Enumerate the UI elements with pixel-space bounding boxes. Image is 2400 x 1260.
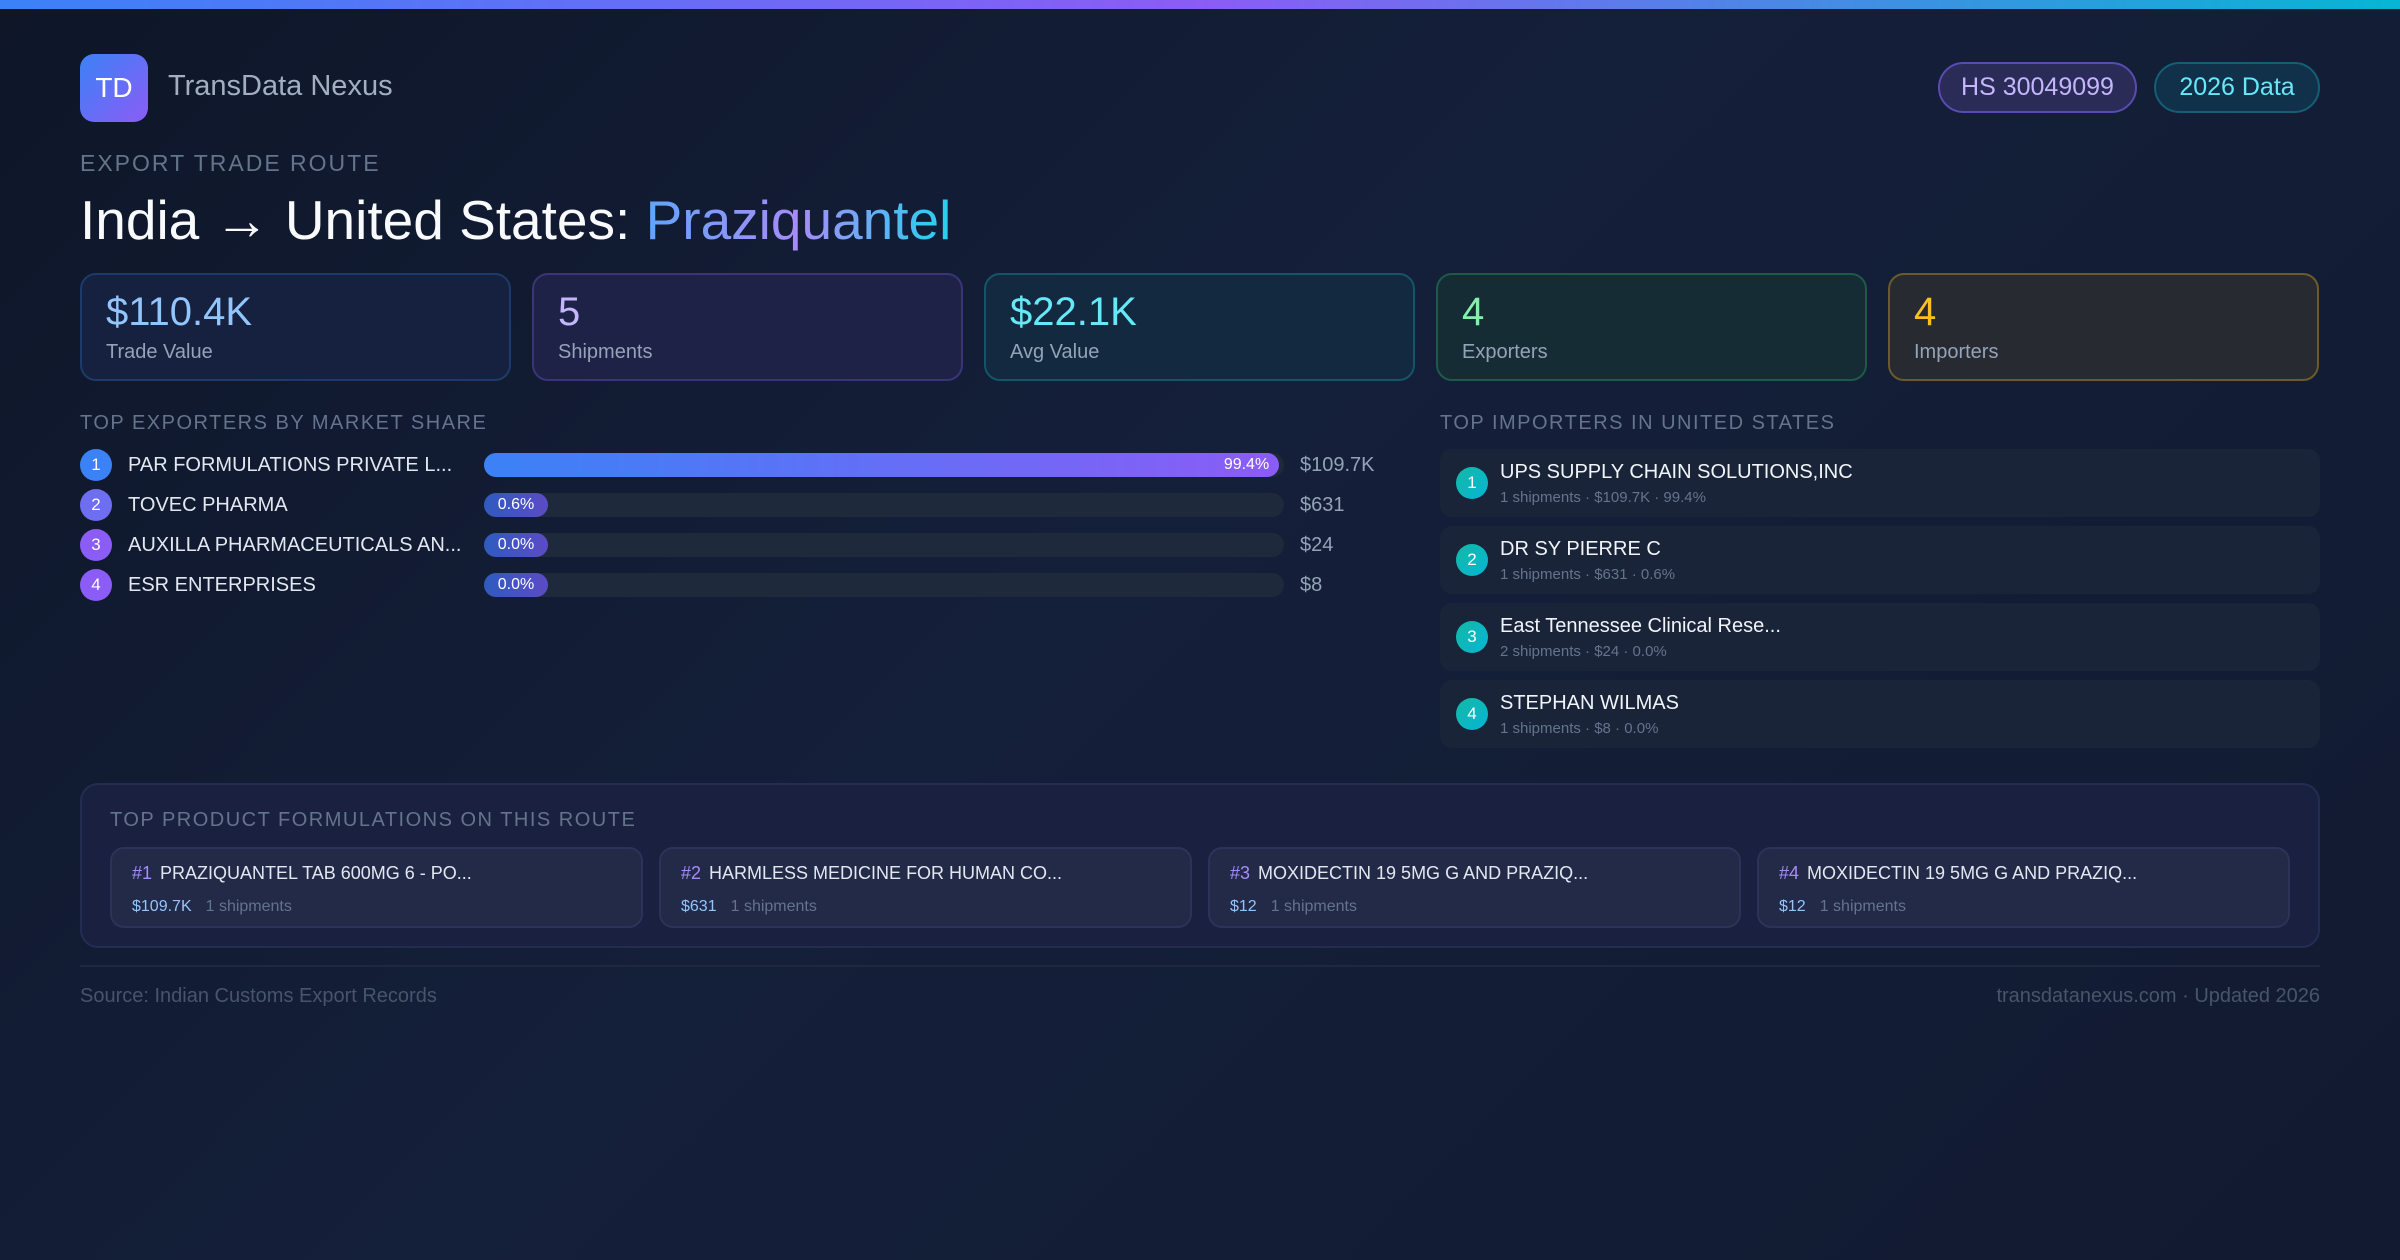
exporter-name: PAR FORMULATIONS PRIVATE L... <box>128 454 453 476</box>
brand-name: TransData Nexus <box>168 70 393 102</box>
stat-label: Avg Value <box>1010 341 1100 363</box>
formulation-name: MOXIDECTIN 19 5MG G AND PRAZIQ... <box>1807 863 2138 883</box>
rank-badge: 2 <box>80 489 112 521</box>
importer-detail: 1 shipments · $8 · 0.0% <box>1500 720 1659 737</box>
importer-card[interactable]: 1 UPS SUPPLY CHAIN SOLUTIONS,INC 1 shipm… <box>1440 449 2320 517</box>
formulation-rank: #3 <box>1230 863 1251 883</box>
exporter-name: ESR ENTERPRISES <box>128 574 316 596</box>
importer-name: UPS SUPPLY CHAIN SOLUTIONS,INC <box>1500 461 1853 483</box>
importer-detail: 1 shipments · $109.7K · 99.4% <box>1500 489 1706 506</box>
exporter-row[interactable]: 2 TOVEC PHARMA 0.6% $631 <box>80 489 1380 521</box>
rank-badge: 4 <box>80 569 112 601</box>
product-name: Praziquantel <box>645 189 952 251</box>
formulation-name: MOXIDECTIN 19 5MG G AND PRAZIQ... <box>1258 863 1589 883</box>
formulation-value: $109.7K <box>132 898 192 915</box>
importer-detail: 1 shipments · $631 · 0.6% <box>1500 566 1676 583</box>
formulation-card[interactable]: #2 HARMLESS MEDICINE FOR HUMAN CO... $631… <box>659 847 1192 928</box>
exporter-row[interactable]: 4 ESR ENTERPRISES 0.0% $8 <box>80 569 1380 601</box>
data-year-badge: 2026 Data <box>2154 62 2320 113</box>
stat-value: $22.1K <box>1010 290 1137 334</box>
formulation-count: 1 shipments <box>1270 898 1357 915</box>
stat-label: Importers <box>1914 341 1999 363</box>
formulation-value: $631 <box>681 898 717 915</box>
exporter-value: $8 <box>1300 574 1323 596</box>
share-bar: 0.6% <box>484 493 1284 517</box>
formulation-name: HARMLESS MEDICINE FOR HUMAN CO... <box>709 863 1063 883</box>
stat-label: Exporters <box>1462 341 1548 363</box>
divider <box>80 965 2320 967</box>
importer-card[interactable]: 2 DR SY PIERRE C 1 shipments · $631 · 0.… <box>1440 526 2320 594</box>
exporter-name: TOVEC PHARMA <box>128 494 288 516</box>
share-fill: 0.0% <box>484 533 548 557</box>
share-fill: 0.0% <box>484 573 548 597</box>
footer-site: transdatanexus.com · Updated 2026 <box>1996 985 2320 1007</box>
stat-card: 5 Shipments <box>532 273 963 381</box>
stat-card: $110.4K Trade Value <box>80 273 511 381</box>
exporter-name: AUXILLA PHARMACEUTICALS AN... <box>128 534 462 556</box>
rank-badge: 3 <box>80 529 112 561</box>
footer-source: Source: Indian Customs Export Records <box>80 985 437 1007</box>
stat-value: 4 <box>1462 290 1485 334</box>
rank-badge: 3 <box>1456 621 1488 653</box>
formulation-card[interactable]: #1 PRAZIQUANTEL TAB 600MG 6 - PO... $109.… <box>110 847 643 928</box>
exporter-value: $631 <box>1300 494 1345 516</box>
share-fill: 0.6% <box>484 493 548 517</box>
formulations-heading: TOP PRODUCT FORMULATIONS ON THIS ROUTE <box>110 809 637 831</box>
stat-value: $110.4K <box>106 290 253 334</box>
rank-badge: 2 <box>1456 544 1488 576</box>
rank-badge: 1 <box>1456 467 1488 499</box>
share-bar: 0.0% <box>484 533 1284 557</box>
formulation-card[interactable]: #3 MOXIDECTIN 19 5MG G AND PRAZIQ... $12 1… <box>1208 847 1741 928</box>
exporters-heading: TOP EXPORTERS BY MARKET SHARE <box>80 412 488 434</box>
stat-card: 4 Importers <box>1888 273 2319 381</box>
accent-bar <box>0 0 2400 9</box>
importer-card[interactable]: 4 STEPHAN WILMAS 1 shipments · $8 · 0.0% <box>1440 680 2320 748</box>
stat-label: Shipments <box>558 341 653 363</box>
stat-value: 5 <box>558 290 581 334</box>
importer-detail: 2 shipments · $24 · 0.0% <box>1500 643 1667 660</box>
route-label: India → United States: <box>80 189 646 251</box>
stat-card: 4 Exporters <box>1436 273 1867 381</box>
formulation-rank: #4 <box>1779 863 1800 883</box>
importer-card[interactable]: 3 East Tennessee Clinical Rese... 2 ship… <box>1440 603 2320 671</box>
share-bar: 99.4% <box>484 453 1284 477</box>
exporter-row[interactable]: 3 AUXILLA PHARMACEUTICALS AN... 0.0% $24 <box>80 529 1380 561</box>
formulation-rank: #1 <box>132 863 153 883</box>
share-fill: 99.4% <box>484 453 1280 477</box>
importer-name: STEPHAN WILMAS <box>1500 692 1679 714</box>
share-bar: 0.0% <box>484 573 1284 597</box>
stat-label: Trade Value <box>106 341 213 363</box>
exporter-value: $24 <box>1300 534 1334 556</box>
exporter-value: $109.7K <box>1300 454 1375 476</box>
exporter-row[interactable]: 1 PAR FORMULATIONS PRIVATE L... 99.4% $1… <box>80 449 1380 481</box>
importers-heading: TOP IMPORTERS IN UNITED STATES <box>1440 412 1836 434</box>
formulation-rank: #2 <box>681 863 702 883</box>
formulation-count: 1 shipments <box>1819 898 1906 915</box>
formulation-name: PRAZIQUANTEL TAB 600MG 6 - PO... <box>160 863 472 883</box>
rank-badge: 4 <box>1456 698 1488 730</box>
importer-name: DR SY PIERRE C <box>1500 538 1661 560</box>
page-title: India → United States: Praziquantel <box>80 188 951 252</box>
formulation-value: $12 <box>1779 898 1806 915</box>
rank-badge: 1 <box>80 449 112 481</box>
hs-code-badge: HS 30049099 <box>1938 62 2137 113</box>
formulation-count: 1 shipments <box>205 898 292 915</box>
stat-value: 4 <box>1914 290 1937 334</box>
page-kicker: EXPORT TRADE ROUTE <box>80 150 381 176</box>
formulations-panel: TOP PRODUCT FORMULATIONS ON THIS ROUTE #… <box>80 783 2320 948</box>
formulation-count: 1 shipments <box>730 898 817 915</box>
importer-name: East Tennessee Clinical Rese... <box>1500 615 1781 637</box>
logo: TD <box>80 54 148 122</box>
stat-card: $22.1K Avg Value <box>984 273 1415 381</box>
formulation-card[interactable]: #4 MOXIDECTIN 19 5MG G AND PRAZIQ... $12 1… <box>1757 847 2290 928</box>
formulation-value: $12 <box>1230 898 1257 915</box>
